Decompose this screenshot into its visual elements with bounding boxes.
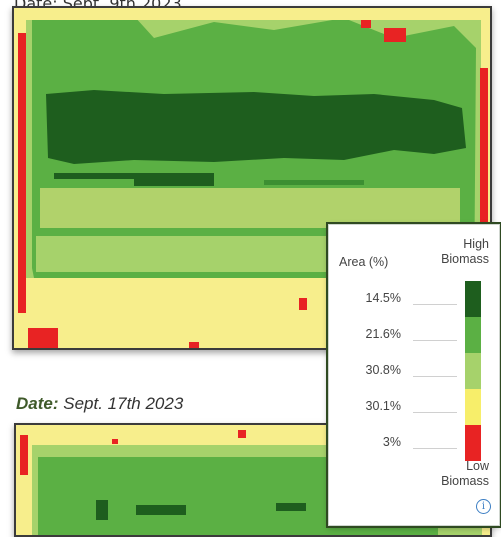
legend-row-value: 30.8% bbox=[365, 363, 401, 377]
biomass-map-top-image bbox=[14, 8, 490, 348]
legend-row-value: 21.6% bbox=[365, 327, 401, 341]
legend-low-label-line1: Low bbox=[466, 459, 489, 473]
info-icon[interactable]: i bbox=[476, 499, 491, 514]
biomass-map-top bbox=[12, 6, 492, 350]
legend-row-value: 3% bbox=[382, 435, 401, 449]
legend-row-divider bbox=[413, 448, 457, 449]
biomass-legend: Area (%) High Biomass 14.5% 21.6% 30.8% … bbox=[328, 224, 500, 526]
legend-row-value: 14.5% bbox=[365, 291, 401, 305]
legend-row-divider bbox=[413, 304, 457, 305]
top-date-caption-fragment: Date: Sept. 9th 2023 bbox=[14, 0, 494, 8]
legend-low-label: Low Biomass bbox=[441, 459, 489, 489]
legend-high-label-line1: High bbox=[463, 237, 489, 251]
legend-row-divider bbox=[413, 340, 457, 341]
legend-row-divider bbox=[413, 412, 457, 413]
legend-row-value: 30.1% bbox=[365, 399, 401, 413]
legend-row-divider bbox=[413, 376, 457, 377]
legend-swatch-low-medium-biomass bbox=[465, 389, 481, 425]
legend-swatch-low-biomass bbox=[465, 425, 481, 461]
date-caption: Date: Sept. 17th 2023 bbox=[16, 394, 183, 414]
legend-area-header: Area (%) bbox=[339, 255, 389, 269]
legend-color-ramp bbox=[465, 281, 481, 461]
legend-high-label-line2: Biomass bbox=[441, 252, 489, 266]
date-value: Sept. 17th 2023 bbox=[63, 394, 184, 413]
legend-swatch-medium-high-biomass bbox=[465, 317, 481, 353]
legend-swatch-medium-biomass bbox=[465, 353, 481, 389]
legend-low-label-line2: Biomass bbox=[441, 474, 489, 488]
date-label: Date: bbox=[16, 394, 59, 413]
legend-high-label: High Biomass bbox=[441, 237, 489, 267]
legend-swatch-high-biomass bbox=[465, 281, 481, 317]
